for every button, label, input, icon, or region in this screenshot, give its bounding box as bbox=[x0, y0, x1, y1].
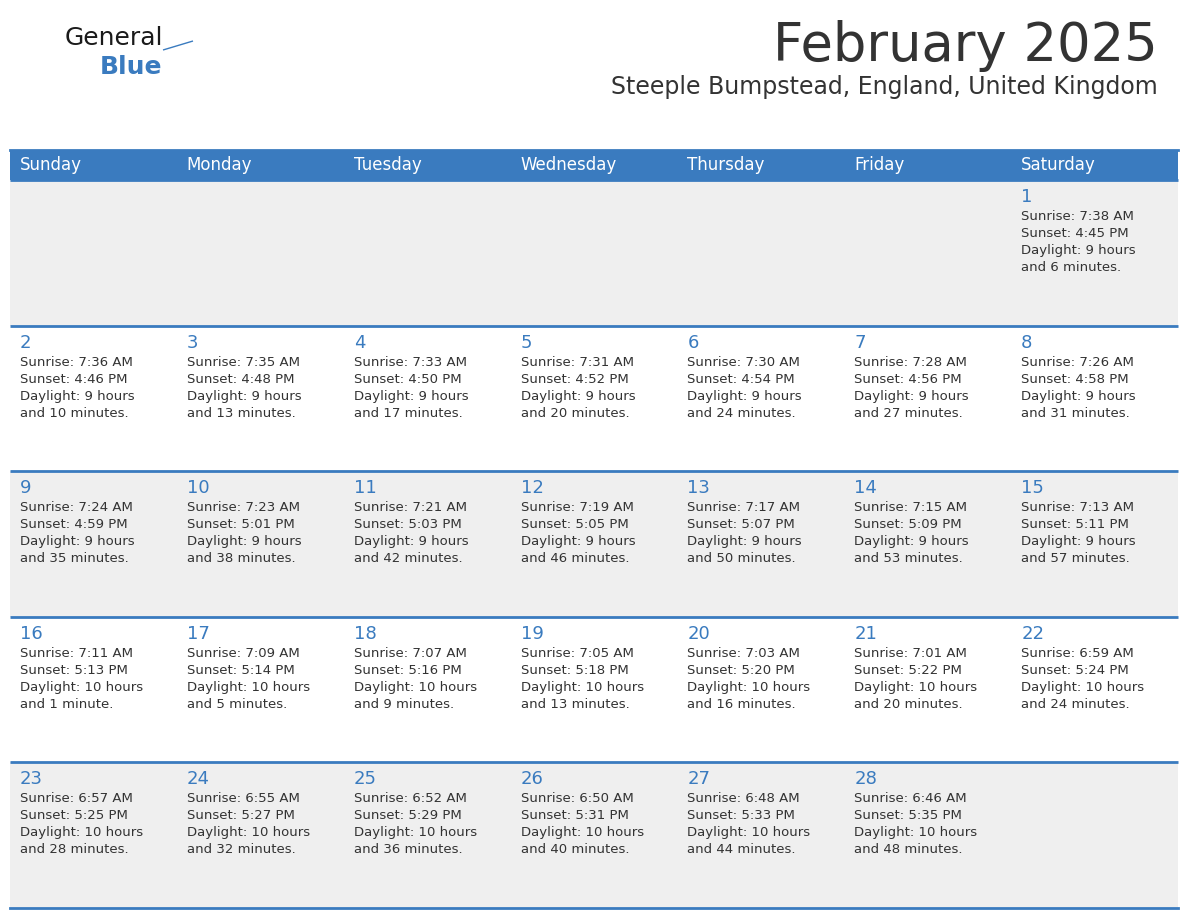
Text: 21: 21 bbox=[854, 625, 877, 643]
Text: 19: 19 bbox=[520, 625, 543, 643]
Text: Saturday: Saturday bbox=[1022, 156, 1095, 174]
Text: Tuesday: Tuesday bbox=[354, 156, 422, 174]
Text: Sunday: Sunday bbox=[20, 156, 82, 174]
Text: Sunrise: 6:50 AM
Sunset: 5:31 PM
Daylight: 10 hours
and 40 minutes.: Sunrise: 6:50 AM Sunset: 5:31 PM Dayligh… bbox=[520, 792, 644, 856]
Text: 1: 1 bbox=[1022, 188, 1032, 206]
Text: Blue: Blue bbox=[100, 55, 163, 79]
Text: Sunrise: 7:03 AM
Sunset: 5:20 PM
Daylight: 10 hours
and 16 minutes.: Sunrise: 7:03 AM Sunset: 5:20 PM Dayligh… bbox=[688, 647, 810, 711]
Text: 8: 8 bbox=[1022, 333, 1032, 352]
Bar bbox=[10, 471, 1178, 617]
Text: Sunrise: 7:31 AM
Sunset: 4:52 PM
Daylight: 9 hours
and 20 minutes.: Sunrise: 7:31 AM Sunset: 4:52 PM Dayligh… bbox=[520, 355, 636, 420]
Text: Wednesday: Wednesday bbox=[520, 156, 617, 174]
Text: 22: 22 bbox=[1022, 625, 1044, 643]
Text: Sunrise: 7:23 AM
Sunset: 5:01 PM
Daylight: 9 hours
and 38 minutes.: Sunrise: 7:23 AM Sunset: 5:01 PM Dayligh… bbox=[187, 501, 302, 565]
Text: 11: 11 bbox=[354, 479, 377, 498]
Text: 15: 15 bbox=[1022, 479, 1044, 498]
Text: 24: 24 bbox=[187, 770, 210, 789]
Text: 13: 13 bbox=[688, 479, 710, 498]
Text: 10: 10 bbox=[187, 479, 209, 498]
Text: Sunrise: 7:35 AM
Sunset: 4:48 PM
Daylight: 9 hours
and 13 minutes.: Sunrise: 7:35 AM Sunset: 4:48 PM Dayligh… bbox=[187, 355, 302, 420]
Text: 7: 7 bbox=[854, 333, 866, 352]
Text: 5: 5 bbox=[520, 333, 532, 352]
Polygon shape bbox=[163, 41, 192, 50]
Text: Sunrise: 7:01 AM
Sunset: 5:22 PM
Daylight: 10 hours
and 20 minutes.: Sunrise: 7:01 AM Sunset: 5:22 PM Dayligh… bbox=[854, 647, 978, 711]
Text: Sunrise: 6:59 AM
Sunset: 5:24 PM
Daylight: 10 hours
and 24 minutes.: Sunrise: 6:59 AM Sunset: 5:24 PM Dayligh… bbox=[1022, 647, 1144, 711]
Text: Sunrise: 7:21 AM
Sunset: 5:03 PM
Daylight: 9 hours
and 42 minutes.: Sunrise: 7:21 AM Sunset: 5:03 PM Dayligh… bbox=[354, 501, 468, 565]
Text: 20: 20 bbox=[688, 625, 710, 643]
Bar bbox=[10, 326, 1178, 471]
Text: Sunrise: 7:11 AM
Sunset: 5:13 PM
Daylight: 10 hours
and 1 minute.: Sunrise: 7:11 AM Sunset: 5:13 PM Dayligh… bbox=[20, 647, 143, 711]
Text: Sunrise: 7:38 AM
Sunset: 4:45 PM
Daylight: 9 hours
and 6 minutes.: Sunrise: 7:38 AM Sunset: 4:45 PM Dayligh… bbox=[1022, 210, 1136, 274]
Text: Sunrise: 7:13 AM
Sunset: 5:11 PM
Daylight: 9 hours
and 57 minutes.: Sunrise: 7:13 AM Sunset: 5:11 PM Dayligh… bbox=[1022, 501, 1136, 565]
Text: Sunrise: 7:28 AM
Sunset: 4:56 PM
Daylight: 9 hours
and 27 minutes.: Sunrise: 7:28 AM Sunset: 4:56 PM Dayligh… bbox=[854, 355, 969, 420]
Text: Sunrise: 6:55 AM
Sunset: 5:27 PM
Daylight: 10 hours
and 32 minutes.: Sunrise: 6:55 AM Sunset: 5:27 PM Dayligh… bbox=[187, 792, 310, 856]
Text: Friday: Friday bbox=[854, 156, 904, 174]
Text: 9: 9 bbox=[20, 479, 32, 498]
Text: Sunrise: 7:30 AM
Sunset: 4:54 PM
Daylight: 9 hours
and 24 minutes.: Sunrise: 7:30 AM Sunset: 4:54 PM Dayligh… bbox=[688, 355, 802, 420]
Text: Sunrise: 7:05 AM
Sunset: 5:18 PM
Daylight: 10 hours
and 13 minutes.: Sunrise: 7:05 AM Sunset: 5:18 PM Dayligh… bbox=[520, 647, 644, 711]
Text: 27: 27 bbox=[688, 770, 710, 789]
Text: 25: 25 bbox=[354, 770, 377, 789]
Text: Sunrise: 6:52 AM
Sunset: 5:29 PM
Daylight: 10 hours
and 36 minutes.: Sunrise: 6:52 AM Sunset: 5:29 PM Dayligh… bbox=[354, 792, 476, 856]
Text: 2: 2 bbox=[20, 333, 32, 352]
Text: 28: 28 bbox=[854, 770, 877, 789]
Text: February 2025: February 2025 bbox=[773, 20, 1158, 72]
Text: 17: 17 bbox=[187, 625, 210, 643]
Bar bbox=[10, 180, 1178, 326]
Text: Sunrise: 7:15 AM
Sunset: 5:09 PM
Daylight: 9 hours
and 53 minutes.: Sunrise: 7:15 AM Sunset: 5:09 PM Dayligh… bbox=[854, 501, 969, 565]
Bar bbox=[10, 617, 1178, 763]
Text: Sunrise: 7:19 AM
Sunset: 5:05 PM
Daylight: 9 hours
and 46 minutes.: Sunrise: 7:19 AM Sunset: 5:05 PM Dayligh… bbox=[520, 501, 636, 565]
Text: 14: 14 bbox=[854, 479, 877, 498]
Text: Sunrise: 7:36 AM
Sunset: 4:46 PM
Daylight: 9 hours
and 10 minutes.: Sunrise: 7:36 AM Sunset: 4:46 PM Dayligh… bbox=[20, 355, 134, 420]
Text: Sunrise: 7:09 AM
Sunset: 5:14 PM
Daylight: 10 hours
and 5 minutes.: Sunrise: 7:09 AM Sunset: 5:14 PM Dayligh… bbox=[187, 647, 310, 711]
Text: Sunrise: 7:24 AM
Sunset: 4:59 PM
Daylight: 9 hours
and 35 minutes.: Sunrise: 7:24 AM Sunset: 4:59 PM Dayligh… bbox=[20, 501, 134, 565]
Text: 12: 12 bbox=[520, 479, 543, 498]
Text: 6: 6 bbox=[688, 333, 699, 352]
Text: Sunrise: 7:07 AM
Sunset: 5:16 PM
Daylight: 10 hours
and 9 minutes.: Sunrise: 7:07 AM Sunset: 5:16 PM Dayligh… bbox=[354, 647, 476, 711]
Text: Sunrise: 7:17 AM
Sunset: 5:07 PM
Daylight: 9 hours
and 50 minutes.: Sunrise: 7:17 AM Sunset: 5:07 PM Dayligh… bbox=[688, 501, 802, 565]
Text: Monday: Monday bbox=[187, 156, 252, 174]
Text: Sunrise: 7:33 AM
Sunset: 4:50 PM
Daylight: 9 hours
and 17 minutes.: Sunrise: 7:33 AM Sunset: 4:50 PM Dayligh… bbox=[354, 355, 468, 420]
Text: 18: 18 bbox=[354, 625, 377, 643]
Text: Sunrise: 7:26 AM
Sunset: 4:58 PM
Daylight: 9 hours
and 31 minutes.: Sunrise: 7:26 AM Sunset: 4:58 PM Dayligh… bbox=[1022, 355, 1136, 420]
Text: 4: 4 bbox=[354, 333, 365, 352]
Text: 3: 3 bbox=[187, 333, 198, 352]
Bar bbox=[10, 763, 1178, 908]
Bar bbox=[10, 150, 1178, 180]
Text: General: General bbox=[65, 26, 164, 50]
Text: Sunrise: 6:48 AM
Sunset: 5:33 PM
Daylight: 10 hours
and 44 minutes.: Sunrise: 6:48 AM Sunset: 5:33 PM Dayligh… bbox=[688, 792, 810, 856]
Text: Sunrise: 6:46 AM
Sunset: 5:35 PM
Daylight: 10 hours
and 48 minutes.: Sunrise: 6:46 AM Sunset: 5:35 PM Dayligh… bbox=[854, 792, 978, 856]
Text: Thursday: Thursday bbox=[688, 156, 765, 174]
Text: Steeple Bumpstead, England, United Kingdom: Steeple Bumpstead, England, United Kingd… bbox=[612, 75, 1158, 99]
Text: Sunrise: 6:57 AM
Sunset: 5:25 PM
Daylight: 10 hours
and 28 minutes.: Sunrise: 6:57 AM Sunset: 5:25 PM Dayligh… bbox=[20, 792, 143, 856]
Text: 23: 23 bbox=[20, 770, 43, 789]
Text: 16: 16 bbox=[20, 625, 43, 643]
Text: 26: 26 bbox=[520, 770, 543, 789]
